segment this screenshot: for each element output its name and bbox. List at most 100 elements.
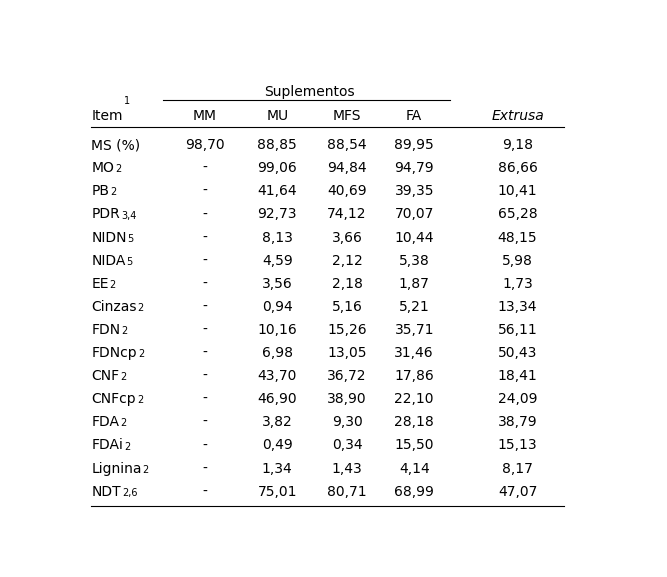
Text: 3,82: 3,82 (262, 415, 293, 429)
Text: -: - (202, 161, 207, 175)
Text: 2,18: 2,18 (331, 277, 362, 291)
Text: 36,72: 36,72 (327, 369, 367, 383)
Text: -: - (202, 184, 207, 198)
Text: 15,13: 15,13 (498, 439, 538, 452)
Text: 13,05: 13,05 (327, 346, 367, 360)
Text: 39,35: 39,35 (394, 184, 434, 198)
Text: 4,14: 4,14 (399, 462, 430, 475)
Text: 47,07: 47,07 (498, 485, 538, 499)
Text: 10,41: 10,41 (498, 184, 538, 198)
Text: 94,79: 94,79 (394, 161, 434, 175)
Text: MO: MO (91, 161, 114, 175)
Text: 2: 2 (110, 188, 117, 197)
Text: 35,71: 35,71 (394, 323, 434, 337)
Text: NDT: NDT (91, 485, 121, 499)
Text: NIDN: NIDN (91, 231, 127, 245)
Text: MU: MU (266, 109, 288, 123)
Text: 2: 2 (121, 326, 127, 336)
Text: 24,09: 24,09 (498, 392, 538, 406)
Text: 2: 2 (115, 164, 121, 174)
Text: 75,01: 75,01 (257, 485, 297, 499)
Text: -: - (202, 277, 207, 291)
Text: 9,18: 9,18 (502, 138, 533, 152)
Text: -: - (202, 300, 207, 314)
Text: CNFcp: CNFcp (91, 392, 136, 406)
Text: 1,34: 1,34 (262, 462, 293, 475)
Text: 3,66: 3,66 (331, 231, 362, 245)
Text: 88,85: 88,85 (257, 138, 297, 152)
Text: 43,70: 43,70 (257, 369, 297, 383)
Text: FDNcp: FDNcp (91, 346, 137, 360)
Text: PB: PB (91, 184, 109, 198)
Text: 1,73: 1,73 (502, 277, 533, 291)
Text: -: - (202, 485, 207, 499)
Text: -: - (202, 254, 207, 268)
Text: 88,54: 88,54 (327, 138, 367, 152)
Text: FDN: FDN (91, 323, 120, 337)
Text: Extrusa: Extrusa (491, 109, 544, 123)
Text: 2: 2 (109, 280, 116, 290)
Text: 31,46: 31,46 (394, 346, 434, 360)
Text: 2,12: 2,12 (331, 254, 362, 268)
Text: 68,99: 68,99 (394, 485, 434, 499)
Text: 41,64: 41,64 (257, 184, 297, 198)
Text: NIDA: NIDA (91, 254, 125, 268)
Text: -: - (202, 369, 207, 383)
Text: 5: 5 (127, 257, 133, 267)
Text: 2: 2 (137, 395, 143, 406)
Text: FDAi: FDAi (91, 439, 123, 452)
Text: 3,56: 3,56 (262, 277, 293, 291)
Text: 40,69: 40,69 (327, 184, 367, 198)
Text: 65,28: 65,28 (498, 207, 538, 222)
Text: 86,66: 86,66 (498, 161, 538, 175)
Text: -: - (202, 207, 207, 222)
Text: 48,15: 48,15 (498, 231, 538, 245)
Text: 2: 2 (143, 464, 149, 475)
Text: 2,6: 2,6 (122, 488, 137, 498)
Text: 92,73: 92,73 (257, 207, 297, 222)
Text: 5,98: 5,98 (502, 254, 533, 268)
Text: -: - (202, 231, 207, 245)
Text: 4,59: 4,59 (262, 254, 293, 268)
Text: 17,86: 17,86 (394, 369, 434, 383)
Text: MM: MM (193, 109, 217, 123)
Text: 5,21: 5,21 (399, 300, 430, 314)
Text: 1,87: 1,87 (399, 277, 430, 291)
Text: 13,34: 13,34 (498, 300, 538, 314)
Text: 5,38: 5,38 (399, 254, 430, 268)
Text: Suplementos: Suplementos (264, 85, 355, 99)
Text: -: - (202, 392, 207, 406)
Text: 0,34: 0,34 (331, 439, 362, 452)
Text: -: - (202, 415, 207, 429)
Text: 98,70: 98,70 (185, 138, 225, 152)
Text: 74,12: 74,12 (327, 207, 367, 222)
Text: Lignina: Lignina (91, 462, 141, 475)
Text: EE: EE (91, 277, 109, 291)
Text: CNF: CNF (91, 369, 119, 383)
Text: 5,16: 5,16 (331, 300, 362, 314)
Text: -: - (202, 323, 207, 337)
Text: 2: 2 (120, 418, 127, 429)
Text: 56,11: 56,11 (498, 323, 538, 337)
Text: 15,26: 15,26 (327, 323, 367, 337)
Text: 89,95: 89,95 (394, 138, 434, 152)
Text: 10,44: 10,44 (394, 231, 434, 245)
Text: 46,90: 46,90 (257, 392, 297, 406)
Text: 0,49: 0,49 (262, 439, 293, 452)
Text: Item: Item (91, 109, 123, 123)
Text: 22,10: 22,10 (394, 392, 434, 406)
Text: -: - (202, 462, 207, 475)
Text: 38,90: 38,90 (327, 392, 367, 406)
Text: 0,94: 0,94 (262, 300, 293, 314)
Text: 99,06: 99,06 (257, 161, 297, 175)
Text: MS (%): MS (%) (91, 138, 140, 152)
Text: FDA: FDA (91, 415, 119, 429)
Text: 38,79: 38,79 (498, 415, 538, 429)
Text: -: - (202, 439, 207, 452)
Text: 1: 1 (124, 96, 130, 106)
Text: 94,84: 94,84 (327, 161, 367, 175)
Text: 3,4: 3,4 (121, 211, 136, 220)
Text: Cinzas: Cinzas (91, 300, 137, 314)
Text: MFS: MFS (333, 109, 362, 123)
Text: 2: 2 (137, 303, 144, 313)
